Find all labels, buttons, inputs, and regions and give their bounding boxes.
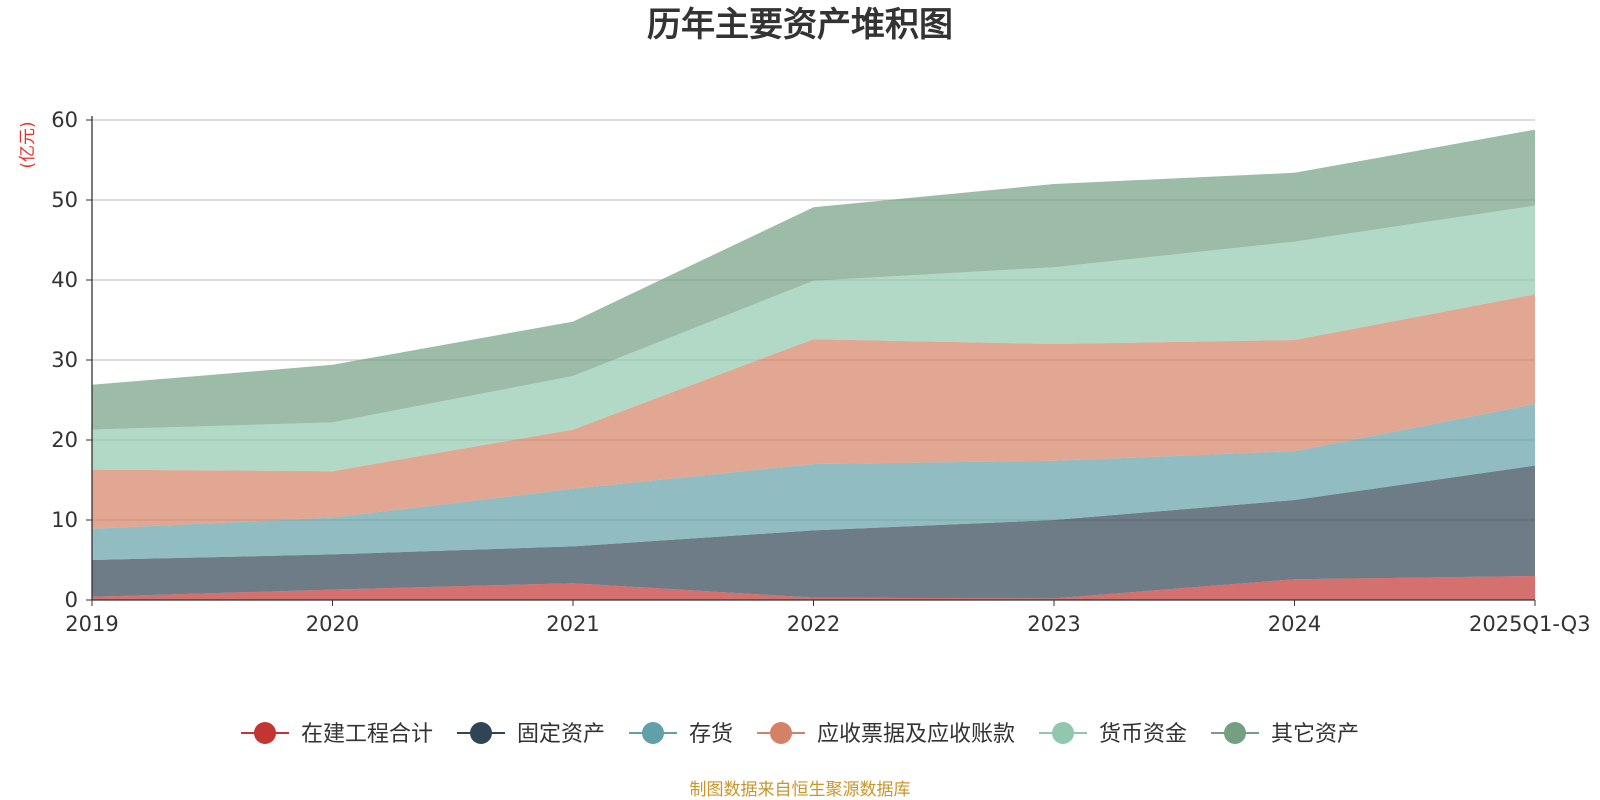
legend-item-4[interactable]: 应收票据及应收账款 [757, 722, 1015, 747]
x-tick-label: 2020 [306, 612, 359, 636]
legend-marker-icon [1224, 722, 1246, 744]
x-tick-label: 2022 [787, 612, 840, 636]
x-tick-label: 2025Q1-Q3 [1469, 612, 1591, 636]
legend-marker-icon [1052, 722, 1074, 744]
legend-marker-icon [254, 722, 276, 744]
chart-title: 历年主要资产堆积图 [647, 5, 953, 45]
legend: 在建工程合计 固定资产 存货 应收票据及应收账款 货币资金 其它资产 [241, 722, 1359, 747]
legend-label: 存货 [689, 722, 733, 747]
legend-label: 其它资产 [1271, 722, 1359, 747]
legend-item-2[interactable]: 固定资产 [457, 722, 605, 747]
y-tick-label: 60 [51, 108, 78, 132]
y-tick-label: 0 [65, 588, 78, 612]
legend-label: 固定资产 [517, 722, 605, 747]
x-tick-label: 2019 [65, 612, 118, 636]
axes: 0 10 20 30 40 50 60 2019 2020 2021 2022 2023 2024 202… [51, 108, 1590, 636]
legend-item-6[interactable]: 其它资产 [1211, 722, 1359, 747]
y-tick-label: 40 [51, 268, 78, 292]
area-series-6 [92, 129, 1535, 430]
source-note: 制图数据来自恒生聚源数据库 [690, 780, 911, 800]
x-tick-label: 2023 [1027, 612, 1080, 636]
legend-label: 在建工程合计 [301, 722, 433, 747]
area-series-3 [92, 404, 1535, 560]
x-tick-label: 2024 [1268, 612, 1321, 636]
y-tick-label: 10 [51, 508, 78, 532]
y-tick-label: 20 [51, 428, 78, 452]
y-tick-label: 30 [51, 348, 78, 372]
legend-item-3[interactable]: 存货 [629, 722, 733, 747]
y-axis-unit-label: (亿元) [18, 121, 38, 168]
area-series-layer [92, 129, 1535, 600]
legend-marker-icon [470, 722, 492, 744]
legend-item-1[interactable]: 在建工程合计 [241, 722, 433, 747]
area-series-2 [92, 465, 1535, 599]
y-tick-label: 50 [51, 188, 78, 212]
x-tick-label: 2021 [546, 612, 599, 636]
area-series-5 [92, 205, 1535, 472]
area-series-4 [92, 294, 1535, 529]
legend-marker-icon [642, 722, 664, 744]
legend-label: 应收票据及应收账款 [817, 722, 1015, 747]
legend-label: 货币资金 [1099, 722, 1187, 747]
legend-marker-icon [770, 722, 792, 744]
legend-item-5[interactable]: 货币资金 [1039, 722, 1187, 747]
area-series-1 [92, 576, 1535, 600]
